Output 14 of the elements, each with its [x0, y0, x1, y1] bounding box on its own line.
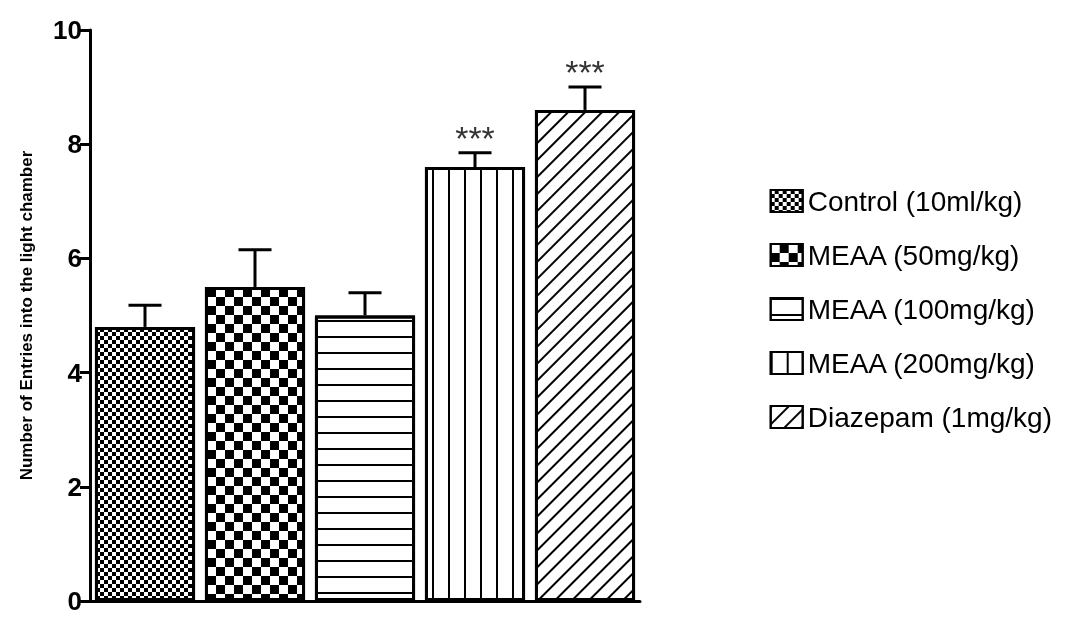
legend-label: Control (10ml/kg): [807, 185, 1023, 217]
y-tick-label: 0: [67, 586, 82, 616]
y-tick-label: 6: [67, 243, 82, 274]
legend-label: MEAA (200mg/kg): [807, 347, 1035, 379]
y-tick-label: 2: [67, 471, 82, 502]
y-tick-label: 8: [67, 129, 82, 160]
legend-label: Diazepam (1mg/kg): [807, 401, 1053, 433]
data-label: ***: [455, 118, 495, 157]
legend-label: MEAA (50mg/kg): [807, 239, 1020, 271]
data-label: ***: [565, 53, 605, 92]
y-tick-label: 10: [53, 15, 82, 45]
y-axis-title: Number of Entries into the light chamber: [17, 150, 36, 481]
legend-label: MEAA (100mg/kg): [807, 293, 1035, 325]
y-tick-label: 4: [67, 357, 83, 388]
